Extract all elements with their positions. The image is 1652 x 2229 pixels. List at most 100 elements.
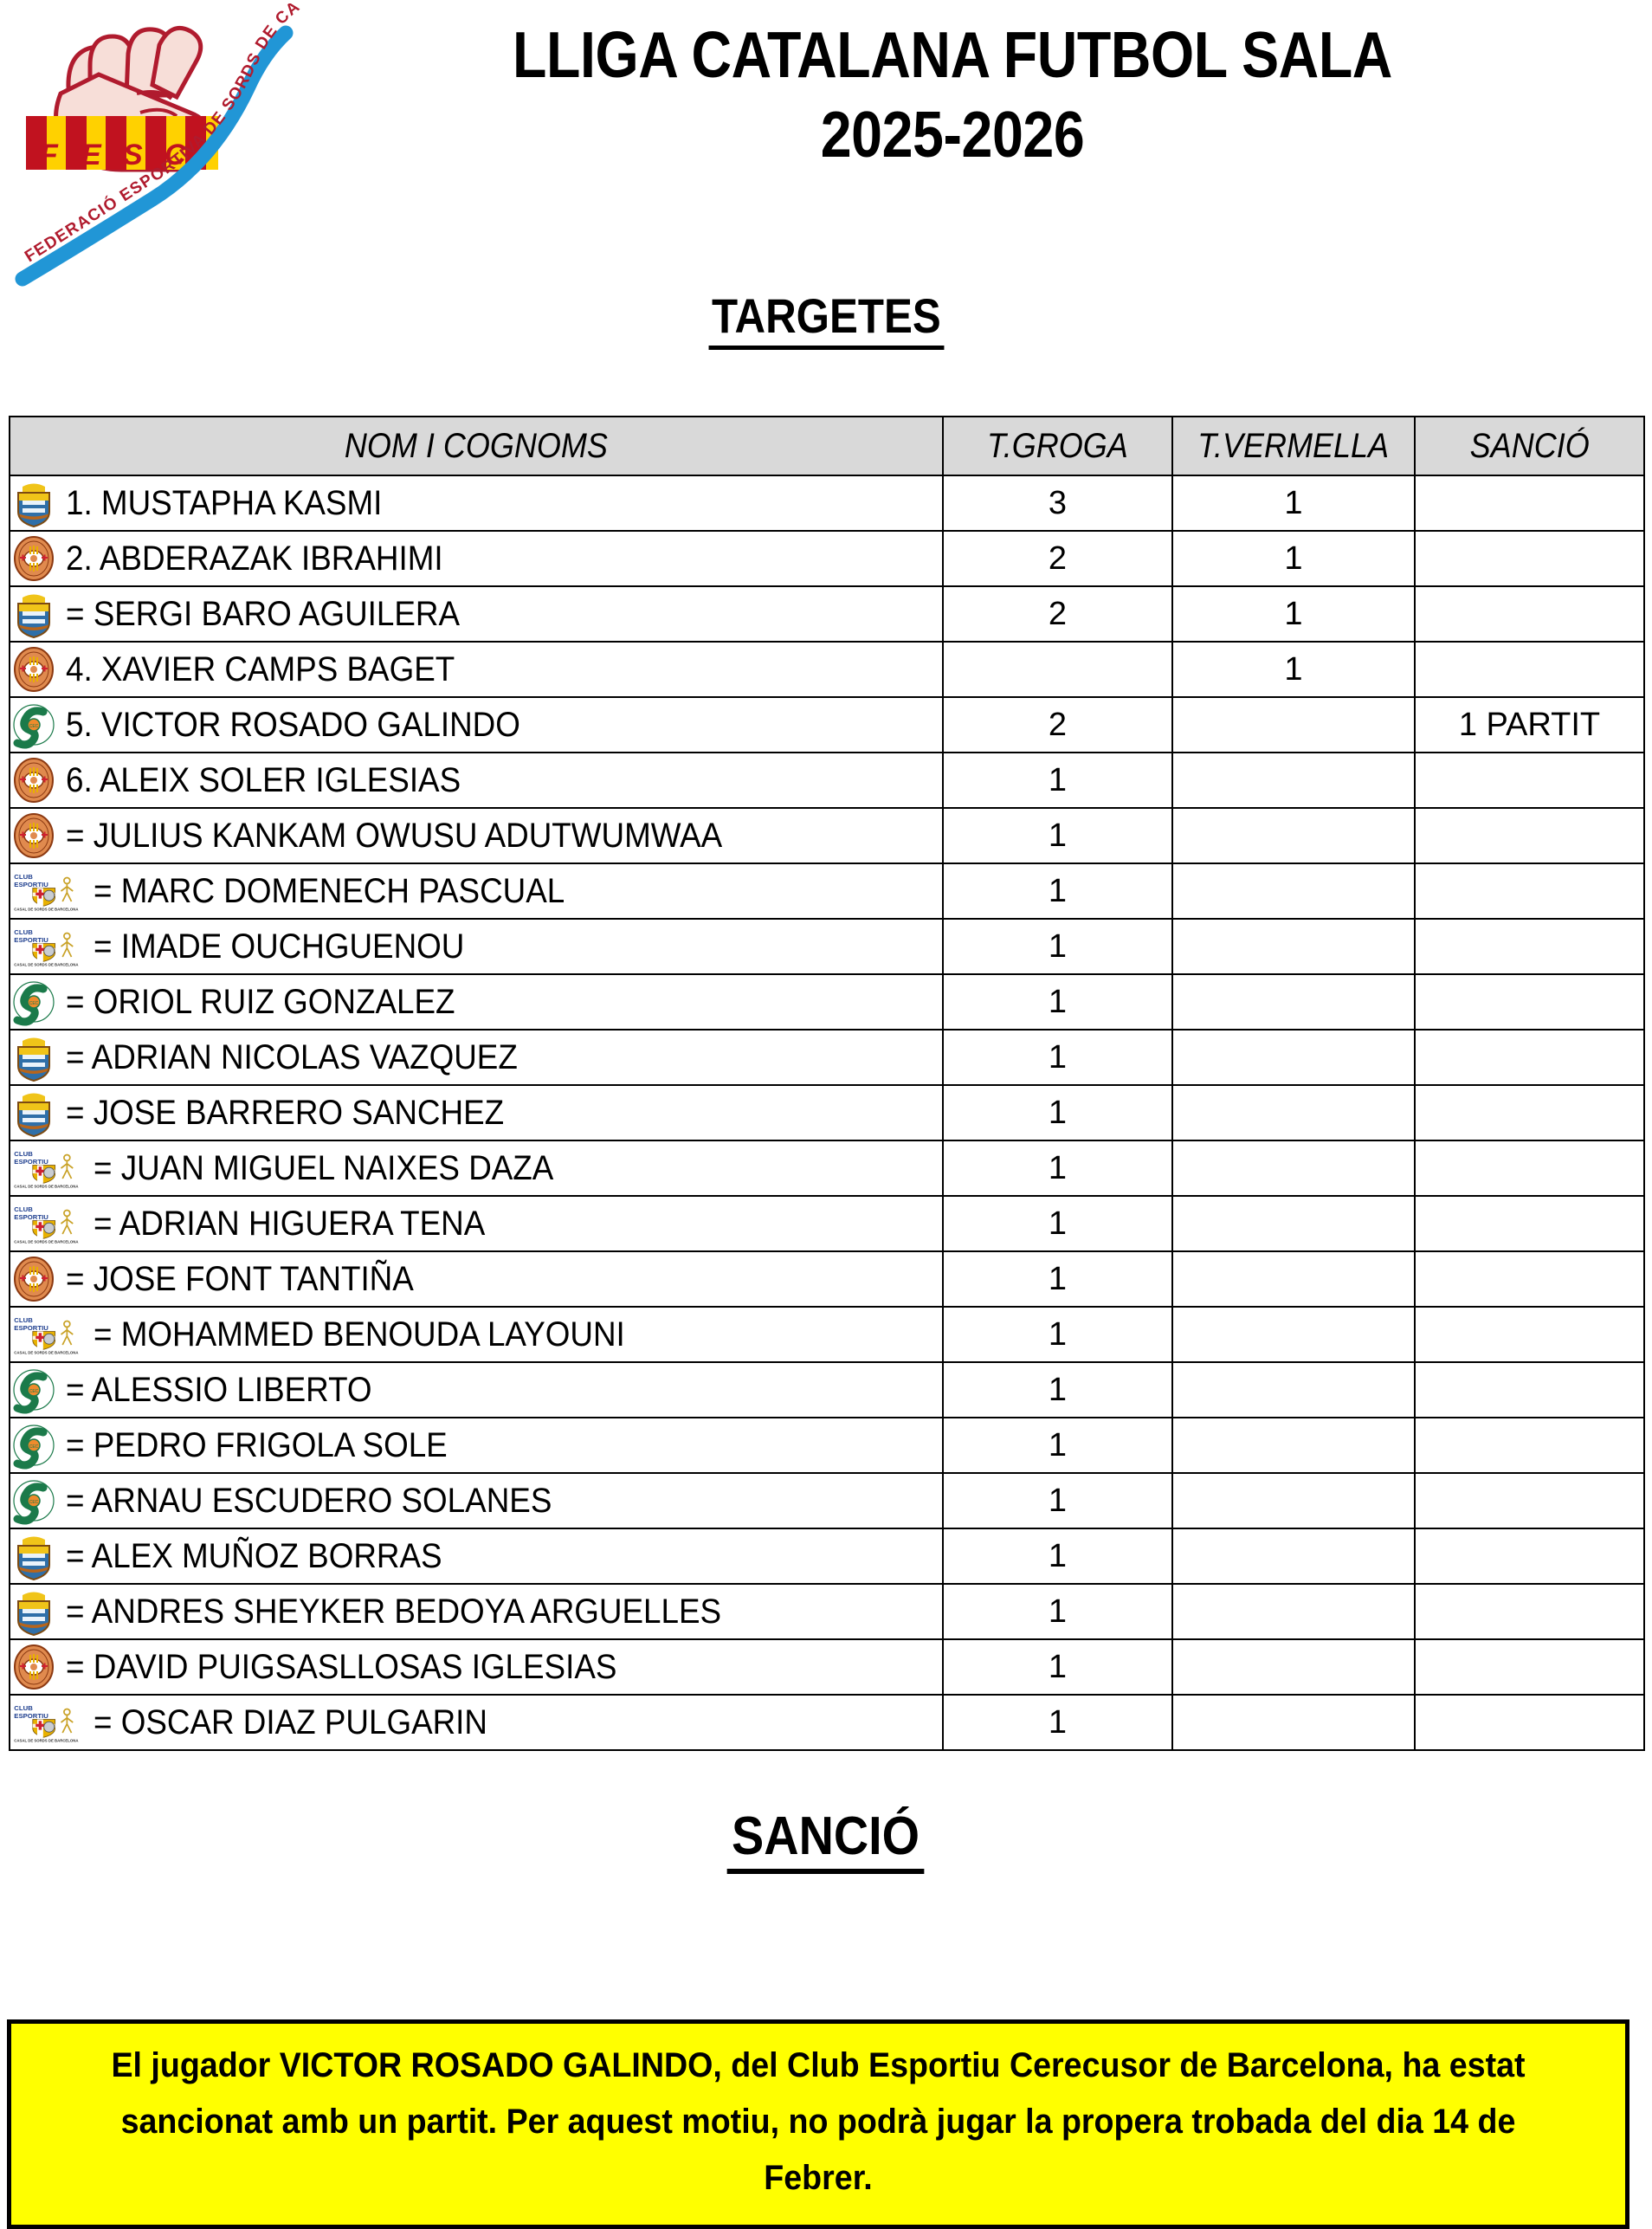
table-row: = JOSE BARRERO SANCHEZ 1 (9, 1084, 1645, 1141)
player-name-label: = ARNAU ESCUDERO SOLANES (66, 1482, 552, 1520)
table-row: = JULIUS KANKAM OWUSU ADUTWUMWAA 1 (9, 807, 1645, 864)
cell-yellow-cards: 2 (942, 696, 1173, 753)
crest-club-esportiu-icon: CLUB ESPORTIU CASAL DE SORDS DE BARCELON… (10, 1199, 85, 1248)
cell-yellow-cards: 1 (942, 1694, 1173, 1751)
table-row: 2. ABDERAZAK IBRAHIMI 2 1 (9, 530, 1645, 587)
cell-yellow-cards: 1 (942, 918, 1173, 975)
crest-club-esportiu-icon: CLUB ESPORTIU CASAL DE SORDS DE BARCELON… (10, 867, 85, 915)
cell-sanction (1414, 1195, 1645, 1252)
cell-red-cards (1171, 1638, 1416, 1696)
crest-green-circle-icon: CEC (10, 1366, 57, 1414)
table-row: 1. MUSTAPHA KASMI 3 1 (9, 475, 1645, 532)
crest-blue-shield-icon (10, 1033, 57, 1082)
cell-yellow-cards: 1 (942, 1417, 1173, 1474)
player-name-label: = ORIOL RUIZ GONZALEZ (66, 983, 455, 1021)
table-row: CLUB ESPORTIU CASAL DE SORDS DE BARCELON… (9, 918, 1645, 975)
cell-red-cards (1171, 752, 1416, 809)
cell-yellow-cards: 1 (942, 1084, 1173, 1141)
svg-text:E: E (81, 139, 102, 171)
cell-yellow-cards: 1 (942, 1638, 1173, 1696)
cell-player-name: = ADRIAN NICOLAS VAZQUEZ (9, 1029, 944, 1086)
cell-sanction (1414, 1084, 1645, 1141)
svg-text:CEC: CEC (29, 1001, 39, 1006)
cell-red-cards (1171, 1195, 1416, 1252)
svg-text:CLUB: CLUB (14, 1704, 33, 1712)
cell-sanction (1414, 585, 1645, 643)
table-row: CEC = ARNAU ESCUDERO SOLANES 1 (9, 1472, 1645, 1529)
player-name-label: = ADRIAN NICOLAS VAZQUEZ (66, 1038, 518, 1076)
cell-red-cards: 1 (1171, 475, 1416, 532)
cell-sanction (1414, 1306, 1645, 1363)
cell-sanction (1414, 1638, 1645, 1696)
table-row: CLUB ESPORTIU CASAL DE SORDS DE BARCELON… (9, 1195, 1645, 1252)
cell-yellow-cards: 1 (942, 1472, 1173, 1529)
svg-text:F: F (40, 139, 59, 171)
title-line-1: LLIGA CATALANA FUTBOL SALA (513, 18, 1392, 91)
col-header-yellow-card: T.GROGA (942, 416, 1173, 476)
cell-yellow-cards: 1 (942, 1250, 1173, 1308)
table-row: = DAVID PUIGSASLLOSAS IGLESIAS 1 (9, 1638, 1645, 1696)
cell-player-name: = DAVID PUIGSASLLOSAS IGLESIAS (9, 1638, 944, 1696)
svg-text:CEC: CEC (29, 1389, 39, 1394)
cell-player-name: CEC = ORIOL RUIZ GONZALEZ (9, 973, 944, 1031)
cell-red-cards (1171, 1084, 1416, 1141)
cell-yellow-cards: 3 (942, 475, 1173, 532)
player-name-label: = DAVID PUIGSASLLOSAS IGLESIAS (66, 1648, 617, 1686)
svg-text:CEC: CEC (29, 724, 39, 729)
player-name-label: = MARC DOMENECH PASCUAL (94, 872, 565, 910)
cell-player-name: CLUB ESPORTIU CASAL DE SORDS DE BARCELON… (9, 1140, 944, 1197)
cell-player-name: CLUB ESPORTIU CASAL DE SORDS DE BARCELON… (9, 918, 944, 975)
cell-red-cards (1171, 918, 1416, 975)
cell-player-name: CEC = ALESSIO LIBERTO (9, 1361, 944, 1418)
player-name-label: 4. XAVIER CAMPS BAGET (66, 650, 455, 688)
table-row: CEC 5. VICTOR ROSADO GALINDO 2 1 PARTIT (9, 696, 1645, 753)
svg-text:ESPORTIU: ESPORTIU (14, 1213, 48, 1221)
cell-sanction (1414, 530, 1645, 587)
cell-red-cards (1171, 807, 1416, 864)
table-row: CLUB ESPORTIU CASAL DE SORDS DE BARCELON… (9, 863, 1645, 920)
cell-red-cards (1171, 863, 1416, 920)
svg-text:CASAL DE SORDS DE BARCELONA: CASAL DE SORDS DE BARCELONA (14, 1350, 78, 1354)
cell-red-cards (1171, 1472, 1416, 1529)
col-header-name: NOM I COGNOMS (9, 416, 944, 476)
svg-text:ESPORTIU: ESPORTIU (14, 1712, 48, 1720)
cell-sanction: 1 PARTIT (1414, 696, 1645, 753)
cell-player-name: = JOSE BARRERO SANCHEZ (9, 1084, 944, 1141)
page-title: LLIGA CATALANA FUTBOL SALA 2025-2026 (364, 16, 1541, 174)
table-row: = ALEX MUÑOZ BORRAS 1 (9, 1528, 1645, 1585)
cards-table: NOM I COGNOMS T.GROGA T.VERMELLA SANCIÓ … (9, 416, 1645, 1751)
svg-text:CASAL DE SORDS DE BARCELONA: CASAL DE SORDS DE BARCELONA (14, 1239, 78, 1244)
cell-sanction (1414, 641, 1645, 698)
cell-player-name: = ALEX MUÑOZ BORRAS (9, 1528, 944, 1585)
crest-green-circle-icon: CEC (10, 1476, 57, 1525)
crest-orange-oval-icon (10, 534, 57, 583)
cell-sanction (1414, 807, 1645, 864)
cell-yellow-cards: 2 (942, 530, 1173, 587)
cell-player-name: = SERGI BARO AGUILERA (9, 585, 944, 643)
cell-yellow-cards (942, 641, 1173, 698)
player-name-label: = ADRIAN HIGUERA TENA (94, 1205, 486, 1243)
cell-player-name: CEC = PEDRO FRIGOLA SOLE (9, 1417, 944, 1474)
table-row: CEC = ALESSIO LIBERTO 1 (9, 1361, 1645, 1418)
crest-orange-oval-icon (10, 645, 57, 694)
cell-yellow-cards: 1 (942, 807, 1173, 864)
table-body: 1. MUSTAPHA KASMI 3 1 2. ABDERAZAK IBRAHIM… (9, 475, 1645, 1751)
cell-player-name: = ANDRES SHEYKER BEDOYA ARGUELLES (9, 1583, 944, 1640)
cell-sanction (1414, 1528, 1645, 1585)
player-name-label: = OSCAR DIAZ PULGARIN (94, 1703, 487, 1741)
table-row: CLUB ESPORTIU CASAL DE SORDS DE BARCELON… (9, 1306, 1645, 1363)
crest-blue-shield-icon (10, 590, 57, 638)
cell-player-name: 1. MUSTAPHA KASMI (9, 475, 944, 532)
svg-text:ESPORTIU: ESPORTIU (14, 1158, 48, 1166)
table-row: = ADRIAN NICOLAS VAZQUEZ 1 (9, 1029, 1645, 1086)
cell-red-cards (1171, 1583, 1416, 1640)
cell-sanction (1414, 918, 1645, 975)
player-name-label: = SERGI BARO AGUILERA (66, 595, 461, 633)
crest-orange-oval-icon (10, 1255, 57, 1303)
svg-text:CASAL DE SORDS DE BARCELONA: CASAL DE SORDS DE BARCELONA (14, 1738, 78, 1742)
cell-yellow-cards: 1 (942, 1140, 1173, 1197)
cell-player-name: CLUB ESPORTIU CASAL DE SORDS DE BARCELON… (9, 863, 944, 920)
cell-sanction (1414, 1361, 1645, 1418)
svg-text:CEC: CEC (29, 1500, 39, 1505)
